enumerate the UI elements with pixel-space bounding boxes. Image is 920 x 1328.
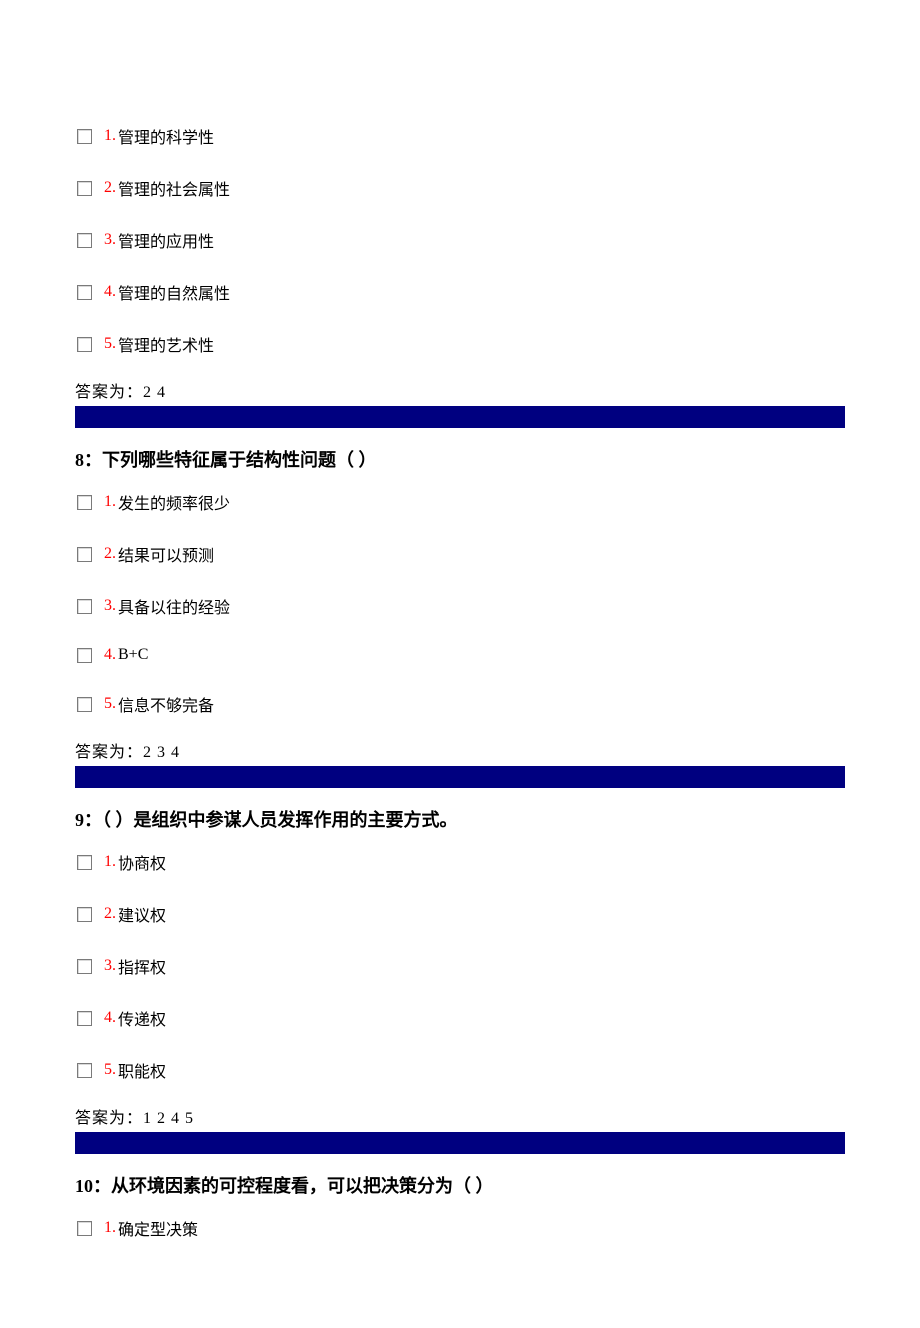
separator-bar [75, 406, 845, 428]
question-heading: 10：从环境因素的可控程度看，可以把决策分为（ ） [75, 1172, 845, 1198]
checkbox-icon[interactable] [77, 495, 92, 510]
option-text: 具备以往的经验 [118, 594, 230, 618]
option-row: 1. 管理的科学性 [75, 124, 845, 148]
option-text: 发生的频率很少 [118, 490, 230, 514]
option-text: 职能权 [118, 1058, 166, 1082]
checkbox-icon[interactable] [77, 1011, 92, 1026]
option-list: 1. 确定型决策 [75, 1216, 845, 1240]
page-content: 1. 管理的科学性 2. 管理的社会属性 3. 管理的应用性 4. 管理的自然属… [0, 0, 920, 1328]
option-text: 管理的社会属性 [118, 176, 230, 200]
option-row: 3. 指挥权 [75, 954, 845, 978]
option-row: 1. 确定型决策 [75, 1216, 845, 1240]
option-list: 1. 发生的频率很少 2. 结果可以预测 3. 具备以往的经验 4. B+C 5… [75, 490, 845, 716]
checkbox-icon[interactable] [77, 547, 92, 562]
option-number: 1. [104, 1219, 116, 1237]
option-number: 3. [104, 957, 116, 975]
separator-bar [75, 766, 845, 788]
option-row: 2. 建议权 [75, 902, 845, 926]
option-number: 2. [104, 179, 116, 197]
option-text: 协商权 [118, 850, 166, 874]
option-row: 1. 协商权 [75, 850, 845, 874]
checkbox-icon[interactable] [77, 1063, 92, 1078]
checkbox-icon[interactable] [77, 233, 92, 248]
checkbox-icon[interactable] [77, 907, 92, 922]
checkbox-icon[interactable] [77, 285, 92, 300]
checkbox-icon[interactable] [77, 959, 92, 974]
option-row: 5. 管理的艺术性 [75, 332, 845, 356]
option-list: 1. 协商权 2. 建议权 3. 指挥权 4. 传递权 5. 职能权 [75, 850, 845, 1082]
option-row: 3. 具备以往的经验 [75, 594, 845, 618]
option-text: 结果可以预测 [118, 542, 214, 566]
checkbox-icon[interactable] [77, 181, 92, 196]
option-number: 4. [104, 1009, 116, 1027]
checkbox-icon[interactable] [77, 337, 92, 352]
checkbox-icon[interactable] [77, 648, 92, 663]
option-text: 管理的科学性 [118, 124, 214, 148]
checkbox-icon[interactable] [77, 855, 92, 870]
option-text: B+C [118, 646, 148, 664]
option-number: 5. [104, 335, 116, 353]
option-number: 4. [104, 646, 116, 664]
question-number: 8： [75, 450, 102, 470]
option-text: 确定型决策 [118, 1216, 198, 1240]
option-row: 4. B+C [75, 646, 845, 664]
option-text: 传递权 [118, 1006, 166, 1030]
answer-text: 答案为：2 4 [75, 378, 845, 402]
option-number: 2. [104, 545, 116, 563]
option-row: 5. 信息不够完备 [75, 692, 845, 716]
question-number: 10： [75, 1176, 111, 1196]
question-heading: 8：下列哪些特征属于结构性问题（ ） [75, 446, 845, 472]
checkbox-icon[interactable] [77, 599, 92, 614]
separator-bar [75, 1132, 845, 1154]
option-number: 1. [104, 127, 116, 145]
option-row: 1. 发生的频率很少 [75, 490, 845, 514]
option-number: 2. [104, 905, 116, 923]
option-text: 指挥权 [118, 954, 166, 978]
question-text: （ ）是组织中参谋人员发挥作用的主要方式。 [102, 810, 458, 830]
option-number: 4. [104, 283, 116, 301]
option-number: 1. [104, 493, 116, 511]
answer-text: 答案为：1 2 4 5 [75, 1104, 845, 1128]
question-number: 9： [75, 810, 102, 830]
question-text: 下列哪些特征属于结构性问题（ ） [102, 450, 377, 470]
option-row: 2. 结果可以预测 [75, 542, 845, 566]
option-row: 3. 管理的应用性 [75, 228, 845, 252]
checkbox-icon[interactable] [77, 129, 92, 144]
option-number: 5. [104, 695, 116, 713]
answer-text: 答案为：2 3 4 [75, 738, 845, 762]
option-number: 3. [104, 231, 116, 249]
checkbox-icon[interactable] [77, 697, 92, 712]
option-text: 管理的自然属性 [118, 280, 230, 304]
option-number: 5. [104, 1061, 116, 1079]
option-row: 4. 管理的自然属性 [75, 280, 845, 304]
question-text: 从环境因素的可控程度看，可以把决策分为（ ） [111, 1176, 494, 1196]
option-number: 3. [104, 597, 116, 615]
question-heading: 9：（ ）是组织中参谋人员发挥作用的主要方式。 [75, 806, 845, 832]
option-text: 管理的应用性 [118, 228, 214, 252]
option-number: 1. [104, 853, 116, 871]
option-text: 建议权 [118, 902, 166, 926]
option-row: 2. 管理的社会属性 [75, 176, 845, 200]
option-row: 5. 职能权 [75, 1058, 845, 1082]
option-row: 4. 传递权 [75, 1006, 845, 1030]
option-list: 1. 管理的科学性 2. 管理的社会属性 3. 管理的应用性 4. 管理的自然属… [75, 124, 845, 356]
checkbox-icon[interactable] [77, 1221, 92, 1236]
option-text: 信息不够完备 [118, 692, 214, 716]
option-text: 管理的艺术性 [118, 332, 214, 356]
